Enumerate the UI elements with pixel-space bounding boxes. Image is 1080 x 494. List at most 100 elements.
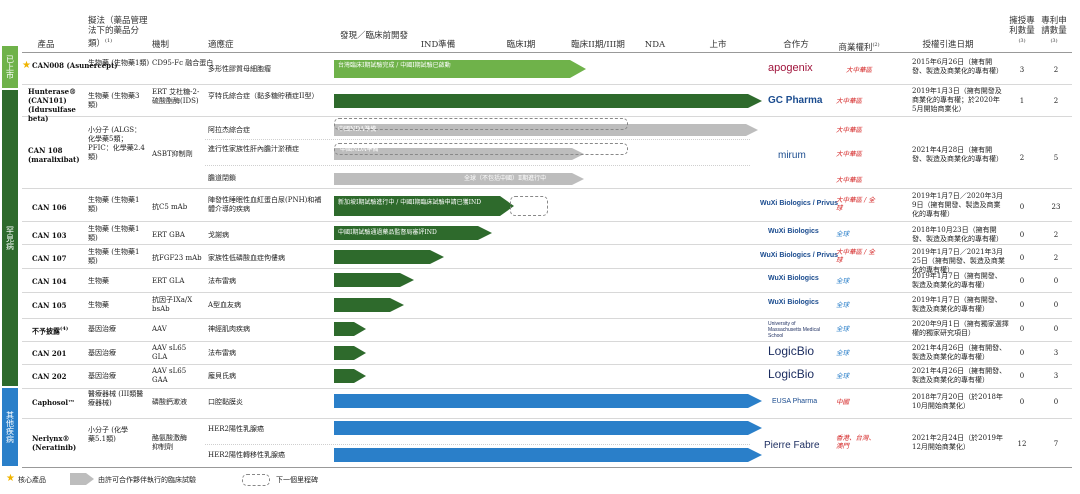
product-indication: 戈謝病 — [208, 231, 229, 239]
commercial-rights: 大中華區 — [836, 126, 862, 134]
patents-granted: 12 — [1017, 440, 1027, 448]
pipeline-arrow: 中國I期試驗通過藥品監督局審評IND — [334, 226, 492, 240]
row-divider — [22, 221, 1072, 222]
header-discovery: 發現／臨床前開發 — [340, 31, 409, 41]
partner-logo-logicbio: LogicBio — [768, 367, 815, 381]
sub-row-divider — [205, 165, 750, 166]
product-category: 生物藥 (生物藥1類) — [88, 59, 150, 67]
partner-logo-wuxi: WuXi Biologics — [768, 299, 819, 306]
product-name: Hunterase® (CAN101) (Idursulfase beta) — [28, 87, 77, 123]
pipeline-arrow — [334, 421, 762, 435]
patents-granted: 0 — [1019, 203, 1025, 211]
product-name: 不予披露(4) — [32, 326, 69, 336]
partner-logo-mirum: mirum — [778, 150, 806, 161]
product-indication: 進行性家族性肝內膽汁淤積症 — [208, 145, 299, 153]
product-name: CAN 104 — [32, 277, 67, 286]
commercial-rights: 大中華區 / 全球 — [836, 196, 875, 212]
product-indication: 陣發性睡眠性血紅蛋白尿(PNH)和補體介導的疾病 — [208, 196, 322, 213]
commercial-rights: 大中華區 / 全球 — [836, 248, 875, 264]
pipeline-arrow — [334, 369, 366, 383]
product-category: 生物藥 — [88, 301, 109, 309]
row-divider — [22, 418, 1072, 419]
product-mechanism: ASBT抑制劑 — [152, 150, 193, 158]
product-name: CAN 103 — [32, 231, 67, 240]
header-indication: 適應症 — [208, 40, 234, 50]
side-label-rare: 罕見病 — [2, 90, 18, 386]
patents-applied: 0 — [1053, 398, 1059, 406]
product-mechanism: 抗FGF23 mAb — [152, 254, 202, 262]
product-category: 醫療器械 (III類醫療器械) — [88, 390, 144, 407]
next-milestone-marker — [334, 143, 628, 155]
partner-logo-logicbio: LogicBio — [768, 344, 815, 358]
pipeline-arrow: 全球（不包括中國）Ⅱ期進行中 — [334, 173, 584, 185]
table-bottom — [22, 467, 1072, 468]
patents-applied: 0 — [1053, 301, 1059, 309]
legend-core-label: 核心產品 — [18, 476, 46, 484]
row-divider — [22, 84, 1072, 85]
patents-applied: 0 — [1053, 325, 1059, 333]
patents-granted: 0 — [1019, 325, 1025, 333]
product-category: 生物藥 (生物藥1類) — [88, 248, 140, 265]
header-patents-applied: 專利申請數量(3) — [1041, 16, 1067, 44]
header-partner: 合作方 — [783, 40, 809, 50]
commercial-rights: 全球 — [836, 277, 849, 285]
partner-logo-apogenix: apogenix — [768, 62, 813, 74]
header-mechanism: 機制 — [152, 40, 170, 50]
row-divider — [22, 318, 1072, 319]
product-indication: 家族性低磷酸血症佝僂病 — [208, 254, 285, 262]
product-name: CAN 201 — [32, 349, 67, 358]
header-phase23: 臨床II期/III期 — [571, 40, 625, 50]
patents-granted: 1 — [1019, 97, 1025, 105]
partner-logo-umass: University of Massachusetts Medical Scho… — [768, 321, 820, 339]
legend-dashed-icon — [242, 474, 270, 486]
pipeline-arrow — [334, 273, 414, 287]
patents-applied: 5 — [1053, 154, 1059, 162]
product-category: 小分子 (化學藥5.1類) — [88, 426, 128, 443]
product-mechanism: 抗C5 mAb — [152, 203, 188, 211]
product-indication: 神經肌肉疾病 — [208, 325, 250, 333]
license-date: 2020年9月1日（擁有獨家選擇權的獨家研究項目） — [912, 320, 1009, 337]
row-divider — [22, 292, 1072, 293]
commercial-rights: 全球 — [836, 372, 849, 380]
legend-next-label: 下一個里程碑 — [276, 476, 318, 484]
core-product-star-icon: ★ — [22, 60, 31, 71]
product-category: 生物藥 (生物藥3類) — [88, 92, 140, 109]
row-divider — [22, 116, 1072, 117]
header-phase1: 臨床I期 — [506, 40, 536, 50]
commercial-rights: 中國 — [836, 398, 849, 406]
patents-applied: 2 — [1053, 97, 1059, 105]
product-mechanism: CD95-Fc 融合蛋白 — [152, 59, 214, 67]
product-name: Caphosol™ — [32, 398, 76, 407]
legend-gray-arrow-icon — [70, 473, 94, 485]
product-name: CAN 108 (maralixibat) — [28, 146, 80, 164]
patents-applied: 3 — [1053, 372, 1059, 380]
product-name: CAN 107 — [32, 254, 67, 263]
patents-granted: 0 — [1019, 231, 1025, 239]
patents-granted: 0 — [1019, 398, 1025, 406]
patents-granted: 0 — [1019, 301, 1025, 309]
product-category: 基因治療 — [88, 325, 116, 333]
license-date: 2019年1月7日（擁有開發、製造及商業化的專有權） — [912, 272, 1002, 289]
partner-logo-wuxi: WuXi Biologics / Privus — [760, 200, 839, 207]
header-patents-granted: 擁授專利數量(3) — [1009, 16, 1035, 44]
pipeline-arrow: 台灣臨床I期試驗完成 / 中國I期試驗已啟動 — [334, 60, 586, 78]
license-date: 2021年4月28日（擁有開發、製造及商業化的專有權） — [912, 146, 1003, 163]
commercial-rights: 全球 — [836, 349, 849, 357]
row-divider — [22, 244, 1072, 245]
product-category: 小分子 (ALGS：化學藥5類；PFIC：化學藥2.4類) — [88, 126, 145, 161]
pipeline-arrow — [334, 298, 404, 312]
patents-granted: 3 — [1019, 66, 1025, 74]
product-mechanism: ERT 艾杜糖-2-硫酸酯酶(IDS) — [152, 88, 200, 105]
product-mechanism: ERT GBA — [152, 231, 185, 239]
commercial-rights: 大中華區 — [836, 97, 862, 105]
product-mechanism: 抗因子IXa/X bsAb — [152, 296, 193, 313]
patents-applied: 23 — [1051, 203, 1061, 211]
license-date: 2015年6月26日（擁有開發、製造及商業化的專有權） — [912, 58, 1003, 75]
product-mechanism: 酪氨酸激酶抑制劑 — [152, 434, 187, 451]
pipeline-arrow: 新加坡I期試驗進行中 / 中國I期臨床試驗申請已獲IND — [334, 196, 514, 216]
partner-logo-pierre-fabre: Pierre Fabre — [764, 440, 820, 451]
next-milestone-marker — [334, 118, 628, 130]
legend-partner-trial-label: 由許可合作夥伴執行的臨床試驗 — [98, 476, 196, 484]
product-indication: 膽道閉鎖 — [208, 174, 236, 182]
commercial-rights: 大中華區 — [836, 150, 862, 158]
